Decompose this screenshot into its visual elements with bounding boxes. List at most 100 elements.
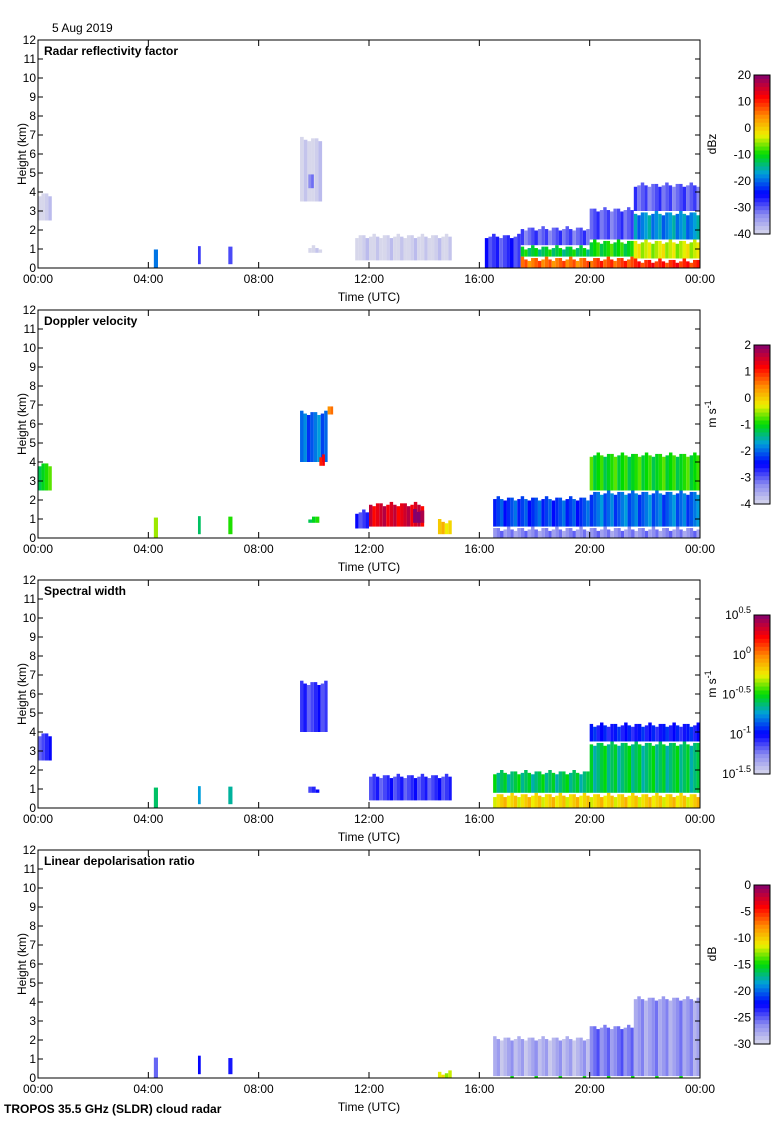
colorbar-segment	[754, 893, 770, 898]
colorbar-segment	[754, 107, 770, 112]
echo-cell	[697, 215, 700, 239]
echo-cell	[310, 682, 313, 732]
panel-title: Linear depolarisation ratio	[44, 854, 195, 868]
echo-cell	[659, 454, 662, 491]
echo-cell	[369, 777, 372, 801]
colorbar-segment	[754, 103, 770, 108]
echo-cell	[628, 493, 631, 526]
echo-cell	[655, 793, 658, 808]
echo-cell	[569, 1039, 572, 1076]
echo-cell	[641, 794, 644, 808]
echo-cell	[555, 245, 558, 256]
panel-title: Radar reflectivity factor	[44, 44, 178, 58]
echo-cell	[644, 212, 647, 239]
echo-cell	[528, 500, 531, 526]
echo-cell	[424, 777, 427, 801]
echo-cell	[679, 261, 682, 268]
x-axis-label: Time (UTC)	[338, 290, 400, 304]
echo-cell	[566, 1036, 569, 1076]
echo-cell	[665, 263, 668, 268]
colorbar-segment	[754, 726, 770, 731]
colorbar-segment	[754, 1012, 770, 1017]
echo-cell	[621, 725, 624, 741]
echo-cell	[541, 797, 544, 808]
echo-cell	[497, 773, 500, 793]
echo-cell	[535, 258, 538, 268]
echo-cell	[634, 742, 637, 793]
echo-cell	[669, 743, 672, 793]
echo-cell	[641, 492, 644, 527]
colorbar-segment	[754, 488, 770, 493]
echo-cell	[531, 245, 534, 256]
echo-cell	[638, 724, 641, 742]
echo-cell	[665, 183, 668, 212]
echo-cell	[531, 527, 534, 538]
echo-cell	[669, 212, 672, 239]
x-tick-label: 16:00	[464, 812, 494, 826]
echo-cell	[693, 453, 696, 491]
y-tick-label: 9	[29, 900, 36, 914]
echo-cell	[630, 257, 633, 268]
echo-cell	[690, 794, 693, 808]
echo-cell	[600, 495, 603, 527]
echo-cell	[652, 796, 655, 808]
echo-cell	[679, 241, 682, 259]
echo-cell	[316, 789, 320, 792]
echo-cell	[569, 528, 572, 538]
echo-cell	[566, 797, 569, 808]
echo-cell	[507, 774, 510, 793]
echo-cell	[603, 746, 606, 793]
colorbar-segment	[754, 79, 770, 84]
echo-cell	[583, 258, 586, 268]
colorbar-segment	[754, 762, 770, 767]
y-tick-label: 8	[29, 919, 36, 933]
colorbar-segment	[754, 369, 770, 374]
colorbar-segment	[754, 476, 770, 481]
echo-cell	[645, 492, 648, 527]
echo-cell	[228, 787, 232, 805]
echo-cell	[600, 244, 603, 257]
echo-cell	[590, 261, 593, 268]
echo-cell	[669, 492, 672, 527]
echo-cell	[590, 724, 593, 742]
y-tick-label: 8	[29, 379, 36, 393]
echo-cell	[697, 529, 700, 538]
x-tick-label: 16:00	[464, 1082, 494, 1096]
colorbar-segment	[754, 988, 770, 993]
echo-cell	[641, 999, 644, 1076]
x-tick-label: 12:00	[354, 812, 384, 826]
colorbar-segment	[754, 702, 770, 707]
y-tick-label: 11	[24, 52, 37, 66]
colorbar-segment	[754, 353, 770, 358]
colorbar-segment	[754, 917, 770, 922]
echo-cell	[579, 796, 582, 808]
echo-cell	[524, 230, 527, 245]
echo-cell	[524, 1040, 527, 1076]
echo-cell	[535, 529, 538, 538]
echo-cell	[576, 500, 579, 526]
echo-cell	[535, 1040, 538, 1076]
echo-cell	[524, 770, 527, 793]
echo-cell	[521, 794, 524, 808]
echo-cell	[659, 493, 662, 526]
echo-cell	[690, 727, 693, 742]
colorbar-tick-label: 100.5	[725, 605, 751, 622]
echo-cell	[624, 743, 627, 793]
echo-cell	[641, 242, 644, 258]
echo-cell	[531, 796, 534, 808]
echo-cell	[555, 796, 558, 808]
echo-cell	[683, 259, 686, 269]
echo-cell	[658, 214, 661, 240]
echo-cell	[545, 1039, 548, 1076]
echo-cell	[676, 725, 679, 741]
y-tick-label: 5	[29, 976, 36, 990]
echo-cell	[613, 261, 616, 268]
colorbar-segment	[754, 957, 770, 962]
echo-cell	[620, 258, 623, 268]
colorbar-segment	[754, 965, 770, 970]
colorbar-segment	[754, 405, 770, 410]
echo-cell	[641, 528, 644, 538]
echo-cell	[679, 727, 682, 742]
echo-cell	[693, 185, 696, 211]
